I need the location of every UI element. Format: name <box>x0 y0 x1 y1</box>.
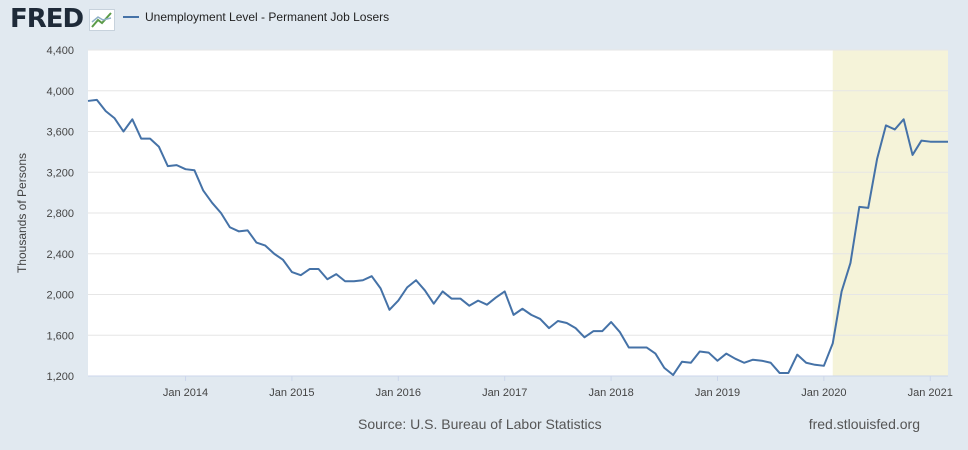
legend-label: Unemployment Level - Permanent Job Loser… <box>145 10 390 24</box>
y-tick-label: 3,200 <box>46 167 74 179</box>
y-tick-label: 4,000 <box>46 86 74 98</box>
x-tick-label: Jan 2015 <box>269 387 314 399</box>
y-tick-label: 3,600 <box>46 127 74 139</box>
y-tick-label: 2,800 <box>46 208 74 220</box>
x-tick-label: Jan 2021 <box>908 387 953 399</box>
x-tick-label: Jan 2014 <box>163 387 208 399</box>
y-tick-label: 2,400 <box>46 249 74 261</box>
site-link[interactable]: fred.stlouisfed.org <box>808 416 920 432</box>
y-tick-label: 2,000 <box>46 290 74 302</box>
source-label: Source: U.S. Bureau of Labor Statistics <box>358 416 602 432</box>
gridlines <box>88 49 948 377</box>
y-tick-label: 1,200 <box>46 371 74 383</box>
x-tick-label: Jan 2019 <box>695 387 740 399</box>
chart-header: FRED Unemployment Level - Permanent Job … <box>0 0 968 44</box>
legend-swatch <box>123 16 139 18</box>
y-tick-label: 4,400 <box>46 45 74 57</box>
x-tick-label: Jan 2018 <box>588 387 633 399</box>
x-tick-label: Jan 2020 <box>801 387 846 399</box>
line-chart: 1,200 1,600 2,000 2,400 2,800 3,200 3,600 4,000… <box>15 45 953 399</box>
y-axis-label: Thousands of Persons <box>15 153 29 273</box>
y-axis-ticks: 1,200 1,600 2,000 2,400 2,800 3,200 3,600 4,000… <box>46 45 74 383</box>
fred-graph-icon <box>89 9 115 31</box>
series-line <box>87 98 948 376</box>
x-axis-ticks: Jan 2014 Jan 2015 Jan 2016 Jan 2017 Jan 2018… <box>163 376 953 399</box>
legend: Unemployment Level - Permanent Job Loser… <box>123 10 389 24</box>
fred-logo[interactable]: FRED <box>10 4 84 34</box>
x-tick-label: Jan 2017 <box>482 387 527 399</box>
x-tick-label: Jan 2016 <box>376 387 421 399</box>
y-tick-label: 1,600 <box>46 330 74 342</box>
